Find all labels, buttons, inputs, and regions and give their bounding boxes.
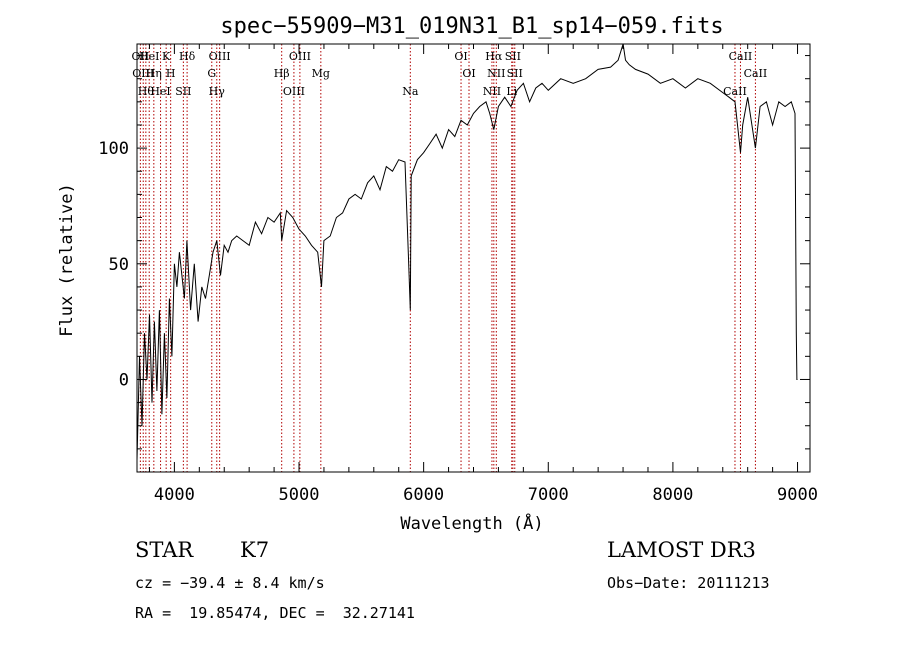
line-label-8: SII xyxy=(175,85,191,98)
line-label-18: OI xyxy=(454,50,467,63)
x-tick-label-5: 9000 xyxy=(777,485,818,505)
survey-name: LAMOST DR3 xyxy=(607,538,756,562)
line-label-26: CaII xyxy=(723,85,747,98)
line-label-28: CaII xyxy=(744,67,768,80)
line-label-14: OIII xyxy=(283,85,305,98)
line-label-3: HeI xyxy=(139,50,159,63)
x-tick-label-3: 7000 xyxy=(528,485,569,505)
line-label-23: Li xyxy=(506,85,517,98)
x-axis-label: Wavelength (Å) xyxy=(400,512,543,534)
observation-date: Obs−Date: 20111213 xyxy=(607,574,770,592)
line-label-21: Hα xyxy=(485,50,503,63)
line-label-19: OI xyxy=(462,67,475,80)
flux-series-line xyxy=(136,43,798,461)
line-label-9: Hδ xyxy=(179,50,196,63)
coordinates: RA = 19.85474, DEC = 32.27141 xyxy=(135,604,415,622)
line-label-6: K xyxy=(162,50,171,63)
line-label-25: SII xyxy=(507,67,523,80)
x-axis-ticks: 4000 5000 6000 7000 8000 9000 xyxy=(148,44,818,505)
object-type: STAR xyxy=(135,538,194,562)
object-subclass: K7 xyxy=(240,538,270,562)
x-tick-label-1: 5000 xyxy=(279,485,320,505)
y-tick-label-0: 0 xyxy=(119,370,129,390)
line-label-17: Na xyxy=(402,85,419,98)
line-label-11: Hγ xyxy=(209,85,226,98)
line-label-0: OII xyxy=(132,50,150,63)
plot-frame xyxy=(136,43,811,473)
line-label-22: NII xyxy=(487,67,505,80)
line-label-13: Hβ xyxy=(274,67,290,80)
line-label-15: OIII xyxy=(289,50,311,63)
line-label-27: CaII xyxy=(729,50,753,63)
line-label-1: OIII xyxy=(132,67,154,80)
line-label-2: Hθ xyxy=(138,85,155,98)
y-axis-label: Flux (relative) xyxy=(57,183,77,337)
y-axis-ticks: 0 50 100 xyxy=(98,55,810,473)
x-tick-label-0: 4000 xyxy=(154,485,195,505)
line-label-20: NII xyxy=(483,85,501,98)
y-tick-label-1: 50 xyxy=(109,255,129,275)
x-tick-label-2: 6000 xyxy=(403,485,444,505)
x-tick-label-4: 8000 xyxy=(652,485,693,505)
line-label-10: G xyxy=(207,67,216,80)
line-label-16: Mg xyxy=(312,67,330,80)
line-label-7: H xyxy=(166,67,176,80)
redshift-cz: cz = −39.4 ± 8.4 km/s xyxy=(135,574,325,592)
spectral-line-markers xyxy=(139,44,756,472)
line-label-5: HeI xyxy=(150,85,170,98)
line-label-12: OIII xyxy=(209,50,231,63)
chart-title: spec−55909−M31_019N31_B1_sp14−059.fits xyxy=(220,14,723,39)
line-label-24: SII xyxy=(505,50,521,63)
spectral-line-labels: OIIOIIIHθHeIHηHeIKHSIIHδGHγOIIIHβOIIIOII… xyxy=(132,50,768,98)
line-label-4: Hη xyxy=(146,67,162,80)
y-tick-label-2: 100 xyxy=(98,139,129,159)
